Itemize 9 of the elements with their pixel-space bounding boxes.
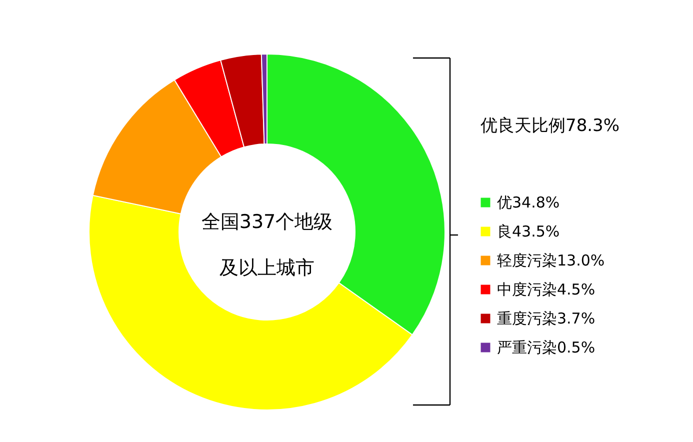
legend-label: 严重污染0.5% [497, 338, 596, 356]
legend-label: 轻度污染13.0% [497, 252, 605, 270]
text: 优良天比例78.3% [480, 116, 620, 136]
legend-label: 中度污染4.5% [497, 280, 596, 298]
legend-label: 重度污染3.7% [497, 310, 596, 328]
text: 及以上城市 [220, 257, 314, 279]
text: 全国337个地级 [201, 211, 333, 233]
legend-label: 良43.5% [497, 222, 560, 240]
legend-label: 优34.8% [497, 194, 560, 212]
